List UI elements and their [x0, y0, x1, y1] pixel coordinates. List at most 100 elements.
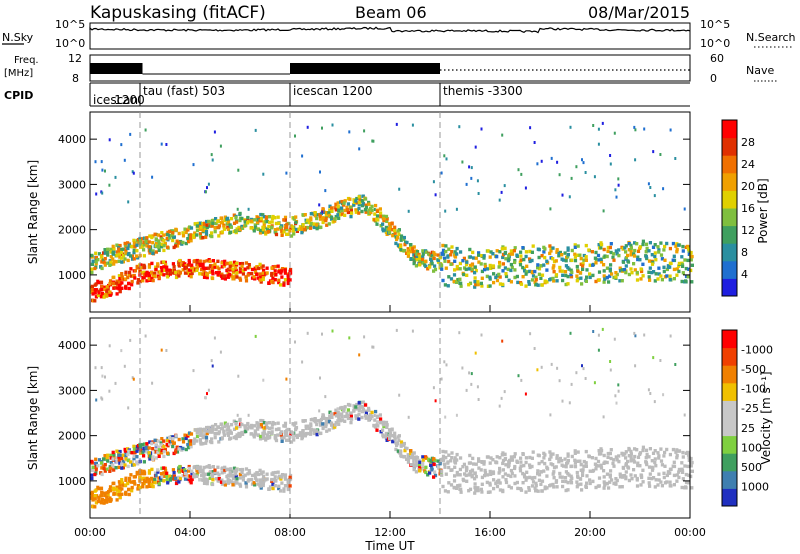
velocity-cell-431: [288, 435, 292, 439]
velocity-cell-1023: [554, 479, 559, 483]
power-cell-1030: [558, 265, 562, 270]
power-cell-1136: [610, 272, 614, 276]
velocity-cell-1548: [195, 474, 199, 478]
velocity-cell-907: [501, 488, 505, 493]
velocity-cell-702: [412, 456, 416, 460]
velocity-cell-977: [534, 484, 538, 488]
power-cell-513: [324, 216, 328, 221]
velocity-cell-1216: [647, 455, 651, 459]
velocity-cell-1084: [585, 474, 589, 478]
power-sparse-72: [94, 160, 97, 164]
velocity-cell-1628: [231, 473, 235, 477]
power-cell-162: [160, 245, 164, 249]
power-cell-1312: [690, 254, 694, 259]
velocity-cell-1411: [132, 479, 136, 484]
velocity-cell-10: [94, 468, 98, 472]
velocity-cell-942: [518, 469, 523, 473]
power-cell-1346: [103, 287, 107, 292]
power-sparse-46: [477, 192, 480, 195]
velocity-sparse-22: [597, 348, 600, 352]
power-cell-971: [530, 278, 535, 282]
velocity-cell-292: [222, 431, 226, 435]
velocity-cell-1387: [120, 478, 124, 482]
velocity-cell-444: [295, 435, 299, 439]
velocity-sparse-107: [101, 397, 104, 401]
power-cell-1266: [672, 277, 676, 281]
power-cell-1719: [279, 271, 283, 275]
power-cell-91: [130, 257, 135, 261]
velocity-cell-1720: [279, 489, 283, 493]
velocity-cell-1244: [659, 459, 664, 463]
power-cell-1084: [585, 268, 589, 272]
power-cell-797: [453, 259, 457, 263]
velocity-cell-1641: [238, 482, 242, 486]
power-cell-1352: [105, 294, 109, 298]
power-cell-927: [509, 249, 513, 253]
power-cell-1268: [671, 258, 675, 262]
power-cell-909: [504, 257, 508, 261]
velocity-cell-457: [301, 419, 306, 423]
velocity-cell-551: [343, 405, 347, 409]
velocity-cell-1148: [614, 477, 618, 481]
velocity-cell-869: [486, 455, 490, 459]
power-cell-627: [382, 214, 386, 218]
velocity-cell-1649: [240, 470, 244, 475]
power-cell-1547: [196, 264, 200, 268]
velocity-cell-1098: [591, 479, 595, 484]
power-cell-1687: [261, 271, 265, 275]
xtick-label-2: 08:00: [274, 526, 306, 539]
power-cell-352: [254, 225, 258, 229]
power-cell-849: [473, 276, 477, 280]
power-cell-619: [376, 218, 380, 222]
power-cell-1664: [253, 267, 257, 271]
power-sparse-71: [613, 131, 616, 135]
velocity-cell-101: [135, 455, 139, 459]
power-cell-904: [501, 255, 505, 260]
power-sparse-68: [254, 128, 257, 132]
velocity-cell-42: [109, 461, 113, 465]
velocity-cell-1637: [234, 472, 238, 476]
velocity-cell-597: [363, 414, 368, 418]
velocity-cell-559: [349, 420, 353, 425]
power-cell-1725: [283, 268, 287, 272]
velocity-cell-1006: [549, 452, 553, 457]
power-cell-1500: [174, 275, 179, 280]
velocity-cell-1506: [177, 480, 181, 484]
power-cell-127: [145, 244, 149, 248]
power-cell-954: [525, 270, 529, 274]
velocity-cell-736: [427, 458, 431, 462]
velocity-cell-1179: [629, 454, 633, 458]
velocity-cell-1505: [177, 470, 181, 474]
power-cell-231: [195, 228, 200, 233]
velocity-sparse-62: [101, 374, 104, 378]
power-cell-1380: [117, 283, 121, 288]
power-cbar-label: Power [dB]: [756, 178, 770, 243]
power-cell-994: [542, 250, 546, 254]
power-sparse-39: [444, 209, 447, 213]
power-cell-1680: [258, 272, 262, 276]
velocity-cell-114: [141, 443, 145, 447]
velocity-cell-1723: [282, 489, 286, 493]
velocity-cell-220: [189, 442, 193, 446]
velocity-cell-535: [337, 422, 341, 426]
power-cell-1134: [608, 245, 612, 250]
velocity-cell-238: [199, 441, 203, 445]
velocity-cell-1495: [172, 470, 176, 475]
velocity-cell-462: [303, 434, 307, 438]
power-cell-1512: [181, 268, 185, 272]
velocity-cell-17: [100, 466, 104, 470]
xtick-label-1: 04:00: [174, 526, 206, 539]
power-cell-556: [345, 208, 350, 212]
velocity-cell-1369: [114, 492, 118, 496]
cpid-segment-label-1: 1200: [114, 93, 145, 107]
power-cell-406: [276, 215, 280, 219]
power-cell-96: [132, 248, 136, 253]
power-cell-60: [118, 243, 122, 248]
power-cell-976: [533, 280, 537, 284]
power-cell-1228: [650, 262, 655, 266]
power-cell-935: [512, 249, 516, 253]
power-cell-381: [265, 227, 269, 231]
velocity-cell-82: [126, 447, 130, 451]
power-cell-299: [227, 220, 231, 224]
power-cbar-tick-0: 4: [741, 268, 748, 281]
